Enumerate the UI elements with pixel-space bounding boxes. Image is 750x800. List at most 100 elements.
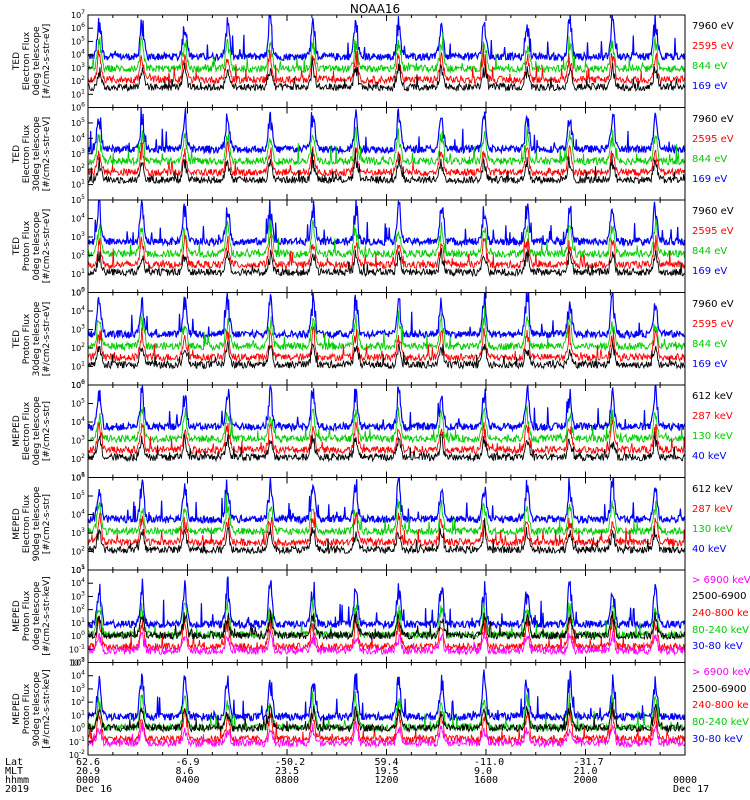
footer-hhmm: 0000 (673, 775, 698, 786)
ytick-label: 102 (71, 250, 85, 261)
legend-entry: 2500-6900 (692, 683, 747, 695)
footer-row-label: MLT (5, 766, 24, 777)
ytick-label: 105 (71, 117, 85, 128)
series-line (88, 477, 685, 526)
ytick-label: 107 (71, 9, 85, 20)
legend-entry: 2595 eV (692, 41, 734, 53)
footer-row-label: 2019 (5, 784, 30, 795)
ytick-label: 102 (71, 163, 85, 174)
ytick-label: 104 (71, 49, 85, 60)
footer-mlt: 20.9 (76, 766, 101, 777)
ytick-label: 103 (71, 590, 85, 601)
ylabel-line: 90deg telescope (32, 486, 42, 562)
ylabel-line: [#/cm2-s-str-eV] (42, 24, 52, 99)
panel-ylabel: TED Electron Flux 0deg telescope [#/cm2-s-s… (12, 17, 52, 105)
series-line (88, 324, 685, 363)
legend-entry: 40 keV (692, 543, 727, 555)
series-line (88, 292, 685, 341)
ytick-label: 103 (71, 527, 85, 538)
ylabel-line: MEPED (12, 508, 22, 540)
footer-mlt: 9.0 (474, 766, 493, 777)
series-line (88, 340, 685, 370)
ylabel-line: Proton Flux (22, 313, 32, 365)
panel-frame (87, 107, 686, 201)
legend-entry: 240-800 ke (692, 607, 749, 619)
footer-lat: -6.9 (175, 757, 200, 768)
legend-entry: 287 keV (692, 411, 733, 423)
legend-entry: 169 eV (692, 173, 728, 185)
legend-entry: > 6900 keV (692, 667, 750, 679)
ytick-label: 101 (71, 268, 85, 279)
ytick-label: 103 (71, 62, 85, 73)
footer-hhmm: 0000 (76, 775, 101, 786)
ytick-label: 100 (71, 723, 85, 734)
series-line (88, 623, 685, 656)
ylabel-line: Proton Flux (22, 220, 32, 272)
panel-2: 101 102 103 104 105 106 (71, 102, 686, 201)
panel-ylabel: MEPED Electron Flux 90deg telescope [#/cm2-… (12, 480, 52, 568)
ytick-label: 104 (71, 670, 85, 681)
panel-series (88, 669, 685, 749)
ytick-label: 102 (71, 342, 85, 353)
footer-lat: -50.2 (275, 757, 306, 768)
series-line (88, 233, 685, 271)
ytick-label: 101 (71, 179, 85, 190)
panel-ylabel: TED Electron Flux 30deg telescope [#/cm2-s-… (12, 110, 52, 198)
ytick-label: 101 (71, 472, 85, 483)
ylabel-line: [#/cm2-s-str-eV] (42, 116, 52, 192)
ylabel-line: TED (12, 52, 22, 71)
ytick-label: 106 (71, 102, 85, 113)
legend-entry: 2500-6900 (692, 591, 747, 603)
legend-entry: 844 eV (692, 338, 728, 350)
legend-entry: 2595 eV (692, 133, 734, 145)
footer-date: Dec 16 (76, 784, 113, 795)
ytick-label: 101 (71, 88, 85, 99)
series-line (88, 200, 685, 248)
series-line (88, 688, 685, 733)
ytick-label: 102 (71, 75, 85, 86)
ytick-label: 104 (71, 577, 85, 588)
panel-6: 101 102 103 104 105 106 (71, 472, 686, 575)
ytick-label: 10-1 (69, 736, 85, 747)
legend-entry: 80-240 keV (692, 624, 750, 636)
ylabel-line: 90deg telescope (32, 671, 42, 747)
ytick-label: 103 (71, 435, 85, 446)
series-line (88, 15, 685, 63)
series-line (88, 669, 685, 723)
ytick-label: 101 (71, 564, 85, 575)
legend-entry: 30-80 keV (692, 641, 743, 653)
footer-mlt: 21.0 (573, 766, 598, 777)
ylabel-line: 0deg telescope (32, 581, 42, 651)
ylabel-line: TED (12, 144, 22, 163)
ylabel-line: MEPED (12, 415, 22, 448)
legend-entry: 2595 eV (692, 226, 734, 238)
ytick-label: 105 (71, 287, 85, 298)
ytick-label: 104 (71, 305, 85, 316)
ytick-label: 103 (71, 683, 85, 694)
panel-series (88, 15, 685, 93)
ytick-label: 105 (71, 398, 85, 409)
footer-hhmm: 2000 (573, 775, 598, 786)
footer-mlt: 8.6 (175, 766, 194, 777)
series-line (88, 517, 685, 555)
legend-entry: 30-80 keV (692, 733, 743, 745)
ytick-label: 100 (71, 379, 85, 390)
ylabel-line: [#/cm2-s-str] (42, 401, 52, 462)
footer-mlt: 23.5 (275, 766, 300, 777)
legend-entry: 240-800 ke (692, 700, 749, 712)
ylabel-line: MEPED (12, 693, 22, 725)
footer-date: Dec 17 (673, 784, 710, 795)
ytick-label: 102 (71, 546, 85, 557)
series-line (88, 420, 685, 456)
legend-entry: 7960 eV (692, 21, 734, 33)
ytick-label: 100 (71, 287, 85, 298)
legend-entry: 40 keV (692, 451, 727, 463)
ylabel-line: 0deg telescope (32, 26, 42, 96)
ytick-label: 101 (71, 617, 85, 628)
ytick-label: 103 (71, 148, 85, 159)
ylabel-line: TED (12, 329, 22, 348)
legend-entry: 7960 eV (692, 113, 734, 125)
ytick-label: 100 (71, 630, 85, 641)
ytick-label: 105 (71, 657, 85, 668)
